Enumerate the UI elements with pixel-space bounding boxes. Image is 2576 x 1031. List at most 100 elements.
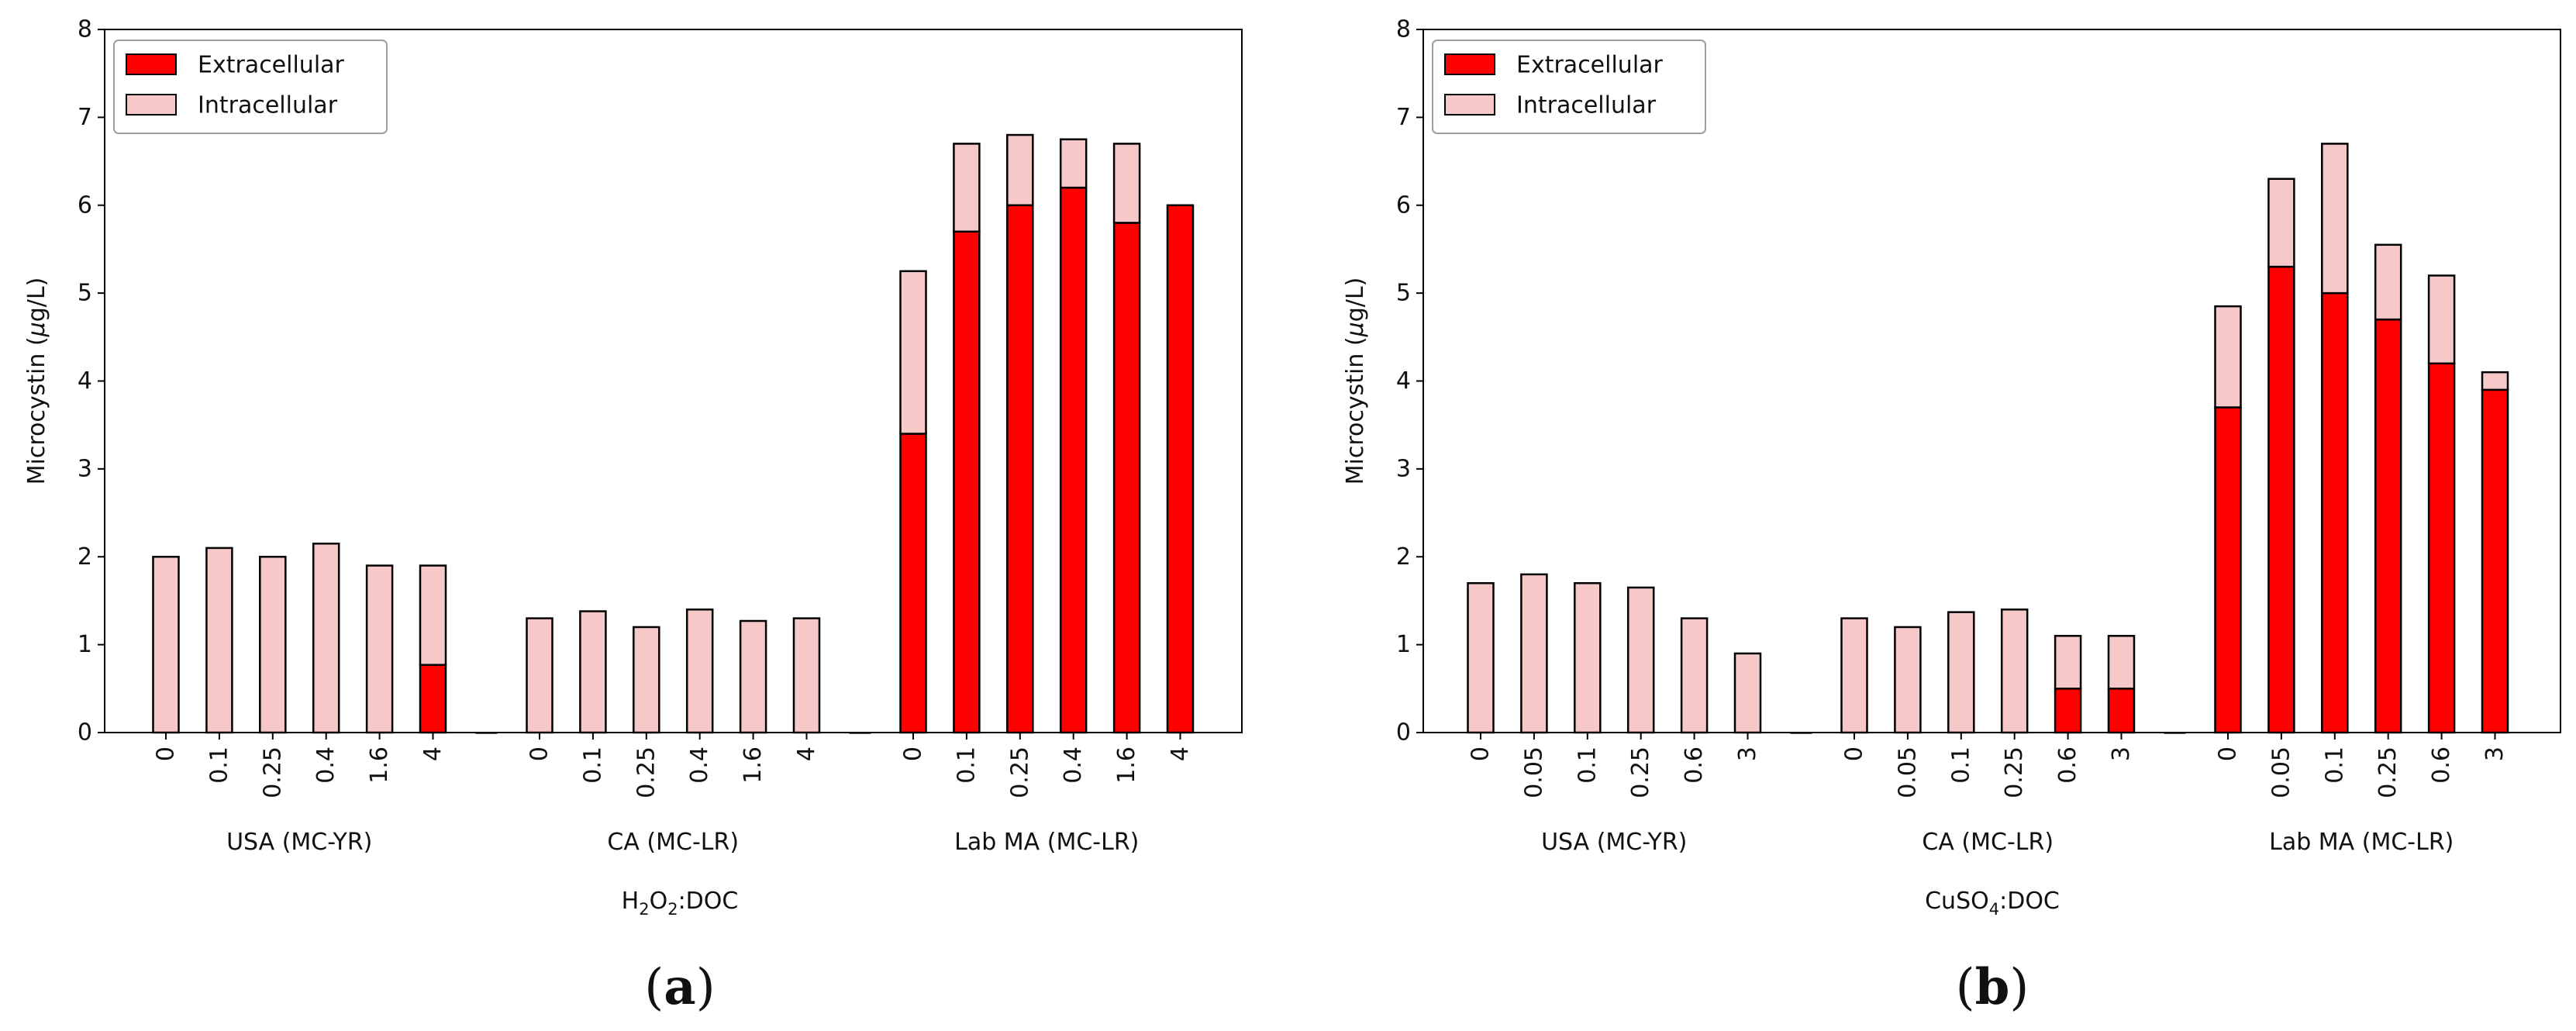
bar-extracellular <box>2481 388 2509 734</box>
bar-intracellular <box>2427 274 2456 365</box>
x-tick-label: 0.1 <box>205 747 233 784</box>
bar-extracellular <box>2054 688 2082 734</box>
y-tick-label: 6 <box>78 191 92 219</box>
bar-intracellular <box>685 609 714 734</box>
y-axis: 0 1 2 3 4 5 6 7 8 <box>78 16 105 747</box>
x-tick-label: 0.05 <box>2267 747 2295 798</box>
bar-intracellular <box>152 556 180 734</box>
bar-extracellular <box>1166 204 1195 734</box>
y-tick-label: 5 <box>1396 280 1411 307</box>
y-axis-label-main: Microcystin ( <box>1342 336 1369 484</box>
legend-label: Extracellular <box>1516 52 1664 79</box>
x-axis-label-subscript: 2 <box>639 900 649 919</box>
y-tick-label: 5 <box>78 280 92 307</box>
x-tick-label: 0.05 <box>1894 747 1921 798</box>
y-tick-label: 7 <box>78 104 92 131</box>
x-tick-label: 4 <box>419 747 447 761</box>
x-tick-label: 0.4 <box>312 747 340 784</box>
x-tick-label: 1.6 <box>1113 747 1140 784</box>
bar-intracellular <box>1467 582 1495 734</box>
bar-intracellular <box>259 556 287 734</box>
x-tick-label: 0.6 <box>2054 747 2081 784</box>
chart-panel-1: 0 0.1 0.25 0.4 1.6 4 0 0.1 0.25 0.4 1.6 4 0 0.1 0.25 0.… <box>23 16 1243 1016</box>
legend: Extracellular Intracellular <box>113 40 388 134</box>
bar-extracellular <box>2267 265 2295 734</box>
bar-intracellular <box>1947 611 1975 734</box>
x-axis-label-subscript: 4 <box>1989 900 1999 919</box>
bar-intracellular <box>1574 582 1602 734</box>
bar-extracellular <box>2214 406 2242 734</box>
legend-swatch <box>1444 94 1495 116</box>
y-axis-label-unit: g/L) <box>23 278 50 322</box>
y-axis-label-main: Microcystin ( <box>23 336 50 484</box>
y-tick-label: 4 <box>78 367 92 395</box>
bar-extracellular <box>953 230 981 734</box>
bar-intracellular <box>633 626 660 734</box>
legend-label: Intracellular <box>198 92 338 119</box>
x-tick-label: 4 <box>793 747 820 761</box>
legend-swatch <box>126 94 177 116</box>
x-tick-label: 0 <box>1467 747 1495 761</box>
y-tick-label: 7 <box>1396 104 1411 131</box>
x-tick-label: 4 <box>1167 747 1194 761</box>
bar-extracellular <box>2321 291 2349 734</box>
x-tick-label: 0.25 <box>633 747 660 798</box>
x-tick-label: 0.1 <box>1574 747 1601 784</box>
x-tick-label: 0.1 <box>1947 747 1974 784</box>
bar-intracellular <box>2481 371 2509 391</box>
panel-label: (a) <box>644 958 715 1016</box>
bar-intracellular <box>419 564 447 666</box>
x-tick-label: 1.6 <box>740 747 767 784</box>
x-tick-label: 0 <box>153 747 180 761</box>
x-tick-label: 0.1 <box>2321 747 2348 784</box>
group-label: CA (MC-LR) <box>1922 829 2054 856</box>
x-tick-label: 3 <box>1734 747 1761 761</box>
bar-intracellular <box>1059 138 1088 189</box>
x-axis-label-subscript: 2 <box>667 900 678 919</box>
x-axis-label-part: H <box>622 888 640 915</box>
x-tick-label: 0.1 <box>579 747 606 784</box>
chart-panel-2: 0 0.05 0.1 0.25 0.6 3 0 0.05 0.1 0.25 0.6 3 0 0.05 0.1… <box>1342 16 2561 1016</box>
legend-box <box>113 40 388 134</box>
y-tick-label: 6 <box>1396 191 1411 219</box>
x-tick-label: 0 <box>2215 747 2242 761</box>
panel-label-paren: ) <box>696 959 716 1016</box>
x-tick-label: 0.4 <box>686 747 713 784</box>
bar-intracellular <box>899 270 927 435</box>
group-label: USA (MC-YR) <box>226 829 372 856</box>
x-tick-label: 0 <box>900 747 927 761</box>
y-axis: 0 1 2 3 4 5 6 7 8 <box>1396 16 1423 747</box>
x-tick-label: 0.25 <box>259 747 286 798</box>
x-axis-label-part: :DOC <box>1999 888 2060 915</box>
bar-intracellular <box>526 617 553 734</box>
panel-label-letter: a <box>664 958 695 1016</box>
y-axis-label: Microcystin (μg/L) <box>23 278 50 485</box>
x-tick-label: 0.25 <box>1627 747 1654 798</box>
y-axis-label: Microcystin (μg/L) <box>1342 278 1369 485</box>
y-axis-label-mu: μ <box>23 322 50 337</box>
bar-intracellular <box>2374 243 2402 321</box>
legend-label: Extracellular <box>198 52 345 79</box>
y-tick-label: 2 <box>78 543 92 571</box>
legend-label: Intracellular <box>1516 92 1657 119</box>
bar-intracellular <box>2054 635 2082 690</box>
bar-extracellular <box>419 664 447 734</box>
group-label: Lab MA (MC-LR) <box>954 829 1139 856</box>
x-axis-label: CuSO4:DOC <box>1925 888 2060 919</box>
bar-intracellular <box>953 143 981 233</box>
y-tick-label: 1 <box>1396 631 1411 658</box>
panel-label-paren: ) <box>2009 959 2029 1016</box>
bar-extracellular <box>1059 186 1088 734</box>
bar-intracellular <box>792 617 821 734</box>
bar-extracellular <box>2427 362 2456 734</box>
legend: Extracellular Intracellular <box>1432 40 1706 134</box>
bar-intracellular <box>1733 652 1762 734</box>
x-tick-label: 0.25 <box>1006 747 1033 798</box>
bar-intracellular <box>579 610 607 734</box>
x-tick-label: 3 <box>2108 747 2135 761</box>
x-axis-label-part: O <box>650 888 668 915</box>
bars <box>152 133 1195 734</box>
legend-swatch <box>126 53 177 75</box>
x-tick-label: 0.25 <box>2001 747 2028 798</box>
